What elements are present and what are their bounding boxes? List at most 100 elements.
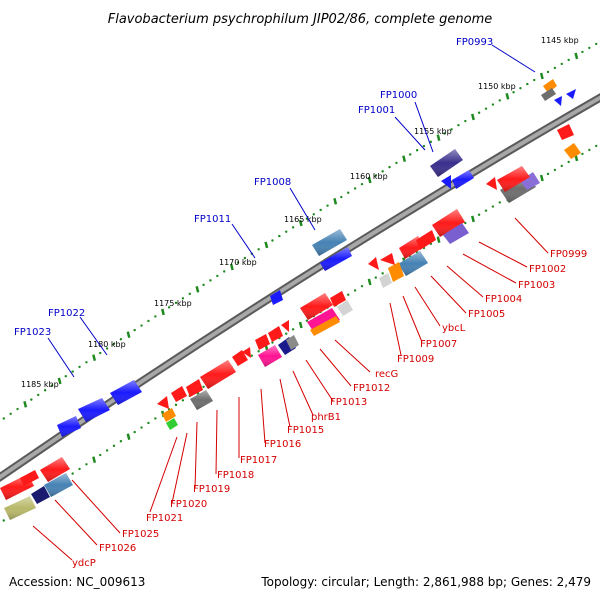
gene-label-fp1000[interactable]: FP1000 (380, 90, 417, 101)
gene-label-fp1019[interactable]: FP1019 (193, 484, 230, 495)
gene-label-fp0999[interactable]: FP0999 (550, 249, 587, 260)
scale-label: 1155 kbp (414, 127, 452, 136)
forward-gene-labels: FP0993 FP1000 FP1001 FP1008 FP1011 FP102… (14, 37, 493, 338)
scale-dot (326, 204, 329, 207)
gene-label-fp1023[interactable]: FP1023 (14, 327, 51, 338)
gene-label-fp1004[interactable]: FP1004 (485, 294, 522, 305)
gene-fp1018[interactable] (190, 390, 213, 410)
scale-dot (99, 351, 102, 355)
gene-label-fp1017[interactable]: FP1017 (240, 455, 277, 466)
scale-dot (99, 453, 102, 457)
scale-tick (436, 236, 441, 243)
scale-dot (491, 205, 495, 208)
gene-ydcp[interactable] (4, 496, 36, 520)
scale-dot (71, 472, 74, 475)
gene-label-fp1011[interactable]: FP1011 (194, 214, 231, 225)
scale-dot (167, 306, 171, 309)
scale-tick (195, 286, 200, 293)
scale-dot (37, 393, 40, 397)
scale-dot (347, 191, 350, 194)
scale-dot (347, 293, 350, 296)
scale-dot (133, 328, 136, 332)
scale-tick (367, 176, 372, 184)
gene-label-fp1009[interactable]: FP1009 (397, 354, 434, 365)
scale-tick (436, 134, 441, 141)
gene-fp1019[interactable] (157, 396, 169, 409)
scale-dot (498, 99, 501, 102)
gene-label-fp1012[interactable]: FP1012 (353, 383, 390, 394)
gene-label-fp1007[interactable]: FP1007 (420, 339, 457, 350)
scale-dot (374, 174, 377, 177)
gene-fp1015[interactable] (200, 347, 251, 389)
scale-dot (319, 208, 322, 212)
scale-tick (298, 219, 303, 227)
gene-label-fp1001[interactable]: FP1001 (358, 105, 395, 116)
gene-fp1005[interactable] (388, 262, 404, 282)
gene-label-ybcl[interactable]: ybcL (442, 323, 466, 334)
scale-dot (85, 463, 88, 466)
scale-label: 1185 kbp (21, 380, 59, 389)
scale-dot (491, 103, 495, 106)
gene-fp1002[interactable] (486, 166, 530, 192)
gene-label-fp1020[interactable]: FP1020 (170, 499, 207, 510)
gene-fp0999[interactable] (500, 124, 581, 203)
gene-label-fp1002[interactable]: FP1002 (529, 264, 566, 275)
gene-fp1000[interactable] (430, 149, 463, 177)
gene-label-fp1008[interactable]: FP1008 (254, 177, 291, 188)
reverse-leader-lines (32, 217, 549, 561)
scale-dot (409, 153, 412, 156)
reverse-strand-genes (0, 124, 581, 520)
gene-fp1021[interactable] (166, 418, 178, 430)
gene-label-fp1022[interactable]: FP1022 (48, 308, 85, 319)
gene-label-fp1005[interactable]: FP1005 (468, 309, 505, 320)
gene-ybcl[interactable] (368, 230, 436, 270)
gene-fp1020[interactable] (162, 408, 176, 422)
scale-dot (174, 403, 178, 407)
scale-dot (588, 46, 591, 50)
gene-label-recg[interactable]: recG (375, 369, 398, 380)
gene-fp1007[interactable] (379, 273, 392, 288)
scale-dot (560, 164, 563, 168)
gene-fp1008[interactable] (312, 229, 352, 271)
gene-phrb1[interactable] (258, 345, 282, 367)
gene-label-ydcp[interactable]: ydcP (72, 558, 96, 569)
gene-fp1009[interactable] (300, 291, 346, 320)
gene-label-fp1026[interactable]: FP1026 (99, 543, 136, 554)
scale-dot (257, 350, 260, 353)
scale-dot (50, 384, 54, 387)
gene-fp1011[interactable] (270, 290, 283, 305)
scale-dot (119, 338, 123, 341)
gene-fp1001[interactable] (441, 170, 474, 189)
gene-label-fp1015[interactable]: FP1015 (287, 425, 324, 436)
gene-label-fp1018[interactable]: FP1018 (217, 470, 254, 481)
forward-strand-genes (57, 79, 576, 437)
scale-label: 1165 kbp (284, 215, 322, 224)
gene-fp1022[interactable] (78, 380, 142, 422)
scale-dot (64, 375, 67, 378)
gene-fp1017[interactable] (171, 386, 187, 402)
gene-fp1003[interactable] (432, 209, 469, 244)
scale-dot (30, 398, 33, 401)
gene-label-fp1003[interactable]: FP1003 (518, 280, 555, 291)
gene-fp1023[interactable] (57, 416, 81, 437)
scale-dot (223, 270, 226, 273)
gene-fp1012[interactable] (255, 320, 289, 350)
scale-tick (92, 456, 97, 463)
gene-fp1026[interactable] (0, 470, 50, 504)
scale-tick (471, 113, 475, 121)
gene-label-fp0993[interactable]: FP0993 (456, 37, 493, 48)
gene-fp1013[interactable] (278, 335, 299, 355)
scale-dot (271, 239, 274, 242)
gene-fp0993[interactable] (541, 79, 576, 106)
gene-recg[interactable] (307, 300, 353, 336)
gene-label-phrb1[interactable]: phrB1 (311, 412, 341, 423)
gene-label-fp1025[interactable]: FP1025 (122, 529, 159, 540)
gene-label-fp1013[interactable]: FP1013 (330, 397, 367, 408)
gene-label-fp1016[interactable]: FP1016 (264, 439, 301, 450)
scale-dot (112, 444, 116, 448)
gene-fp1016[interactable] (186, 379, 203, 397)
gene-fp1025[interactable] (40, 457, 73, 497)
gene-label-fp1021[interactable]: FP1021 (146, 513, 183, 524)
scale-dot (285, 332, 288, 335)
